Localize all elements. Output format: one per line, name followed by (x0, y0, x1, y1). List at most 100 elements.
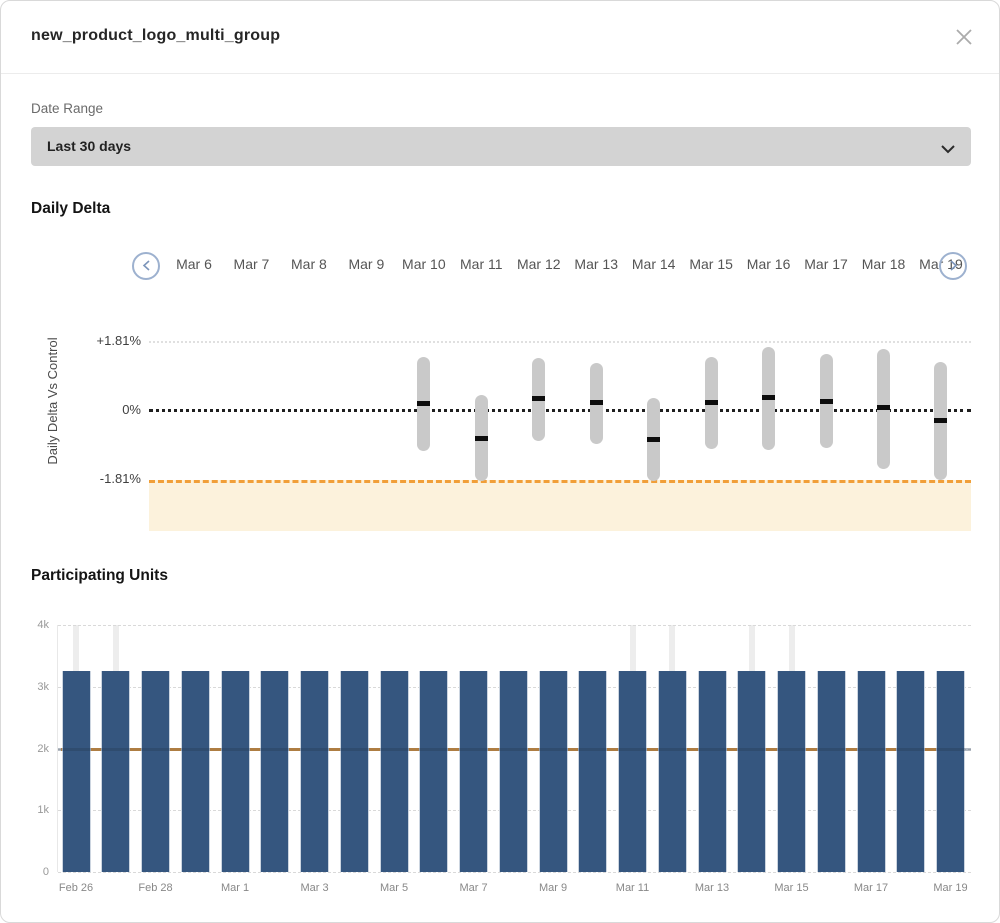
nav-date[interactable]: Mar 11 (460, 256, 503, 272)
nav-date[interactable]: Mar 16 (746, 256, 791, 272)
units-x-tick-label: Mar 15 (774, 882, 809, 894)
nav-date[interactable]: Mar 15 (689, 256, 733, 272)
delta-range-bar[interactable] (877, 348, 891, 469)
units-y-tick-label: 3k (37, 680, 49, 693)
daily-delta-heading: Daily Delta (31, 200, 111, 217)
nav-date[interactable]: Mar 8 (291, 256, 327, 272)
units-bar[interactable] (578, 671, 608, 872)
units-y-tick-label: 4k (37, 619, 49, 631)
date-range-selected-value: Last 30 days (47, 138, 132, 154)
delta-range-bar[interactable] (474, 394, 488, 481)
delta-median-marker (819, 398, 833, 404)
delta-median-marker (704, 399, 718, 405)
units-bar[interactable] (657, 671, 687, 872)
delta-range-bar[interactable] (762, 347, 776, 450)
units-bar[interactable] (737, 671, 767, 872)
close-button[interactable] (951, 25, 977, 51)
delta-threshold-band (149, 479, 971, 531)
close-icon (954, 28, 974, 50)
delta-median-marker (647, 437, 661, 443)
units-bar[interactable] (618, 671, 647, 872)
delta-median-marker (532, 395, 546, 401)
delta-range-bar[interactable] (647, 398, 661, 482)
delta-zero-line (149, 409, 971, 412)
date-range-label: Date Range (31, 101, 104, 116)
delta-y-tick-label: 0% (122, 402, 141, 417)
units-x-tick-label: Feb 28 (138, 882, 173, 894)
nav-date[interactable]: Mar 9 (348, 256, 385, 272)
units-bar[interactable] (936, 671, 965, 872)
delta-range-bar[interactable] (589, 362, 603, 445)
chevron-down-icon (941, 141, 955, 159)
units-x-tick-label: Mar 5 (379, 882, 409, 894)
delta-median-marker (762, 394, 776, 400)
units-x-tick-label: Mar 13 (694, 882, 730, 894)
units-bar[interactable] (856, 671, 886, 872)
units-y-tick-label: 2k (37, 742, 49, 755)
units-x-tick-label: Feb 26 (58, 882, 94, 894)
participating-units-heading: Participating Units (31, 567, 168, 584)
units-bar[interactable] (61, 671, 91, 872)
header-divider (1, 73, 999, 74)
units-bar[interactable] (180, 671, 210, 872)
units-bar[interactable] (498, 671, 528, 872)
units-x-tick-label: Mar 3 (300, 882, 329, 894)
nav-date[interactable]: Mar 7 (233, 256, 270, 272)
delta-median-marker (474, 435, 488, 441)
units-bar[interactable] (697, 671, 727, 872)
delta-median-marker (589, 399, 603, 405)
delta-range-bar[interactable] (934, 361, 948, 480)
units-bar[interactable] (260, 671, 290, 872)
units-bar[interactable] (220, 671, 250, 872)
nav-date[interactable]: Mar 17 (804, 256, 848, 272)
delta-median-marker (417, 400, 431, 406)
units-bar[interactable] (339, 671, 369, 872)
units-bar[interactable] (300, 671, 329, 872)
chevron-left-icon (142, 259, 151, 274)
delta-range-bar[interactable] (532, 358, 546, 441)
units-bar[interactable] (101, 671, 131, 872)
units-x-tick-label: Mar 1 (220, 882, 250, 894)
units-y-tick-label: 1k (37, 804, 49, 817)
units-x-tick-label: Mar 9 (538, 882, 568, 894)
control-line-overlay (58, 747, 971, 751)
units-x-tick-label: Mar 11 (615, 882, 650, 894)
date-nav-next-button[interactable] (939, 252, 967, 280)
modal-title: new_product_logo_multi_group (31, 27, 281, 44)
nav-date[interactable]: Mar 6 (176, 256, 212, 272)
delta-range-bar[interactable] (417, 357, 431, 451)
units-gridline (58, 625, 971, 626)
units-bar[interactable] (419, 671, 449, 872)
delta-median-marker (934, 418, 948, 424)
units-y-tick-label: 0 (42, 866, 49, 878)
units-x-tick-label: Mar 19 (933, 882, 968, 894)
units-bar[interactable] (896, 671, 926, 872)
units-bar[interactable] (816, 671, 846, 872)
date-nav-strip: Mar 6 Mar 7 Mar 8 Mar 9 Mar 10 Mar 11 Mar 12 Ma… (1, 251, 999, 281)
delta-median-marker (877, 405, 891, 411)
units-bar[interactable] (379, 671, 409, 872)
delta-range-bar[interactable] (704, 357, 718, 450)
chevron-right-icon (949, 259, 958, 274)
units-y-axis-line (57, 625, 58, 872)
nav-date[interactable]: Mar 18 (861, 256, 906, 272)
date-nav-prev-button[interactable] (132, 252, 160, 280)
units-bar[interactable] (538, 671, 568, 872)
delta-range-bar[interactable] (819, 353, 833, 449)
units-bar[interactable] (459, 671, 488, 872)
nav-date[interactable]: Mar 13 (574, 256, 618, 272)
nav-date[interactable]: Mar 14 (631, 256, 676, 272)
units-bar[interactable] (777, 671, 806, 872)
nav-date[interactable]: Mar 12 (516, 256, 561, 272)
daily-delta-chart: Daily Delta Vs Control +1.81% 0% -1.81% (1, 321, 999, 539)
delta-y-tick-label: -1.81% (99, 470, 141, 486)
participating-units-chart: 0 1k 2k 3k 4k Feb 26 Feb 28 Mar 1 Mar 3 Mar 5 Mar … (1, 611, 999, 921)
delta-upper-gridline (149, 341, 971, 344)
nav-date[interactable]: Mar 10 (402, 256, 446, 272)
units-bar[interactable] (141, 671, 170, 872)
date-range-dropdown[interactable]: Last 30 days (31, 127, 971, 166)
delta-y-tick-label: +1.81% (96, 333, 141, 349)
units-x-tick-label: Mar 7 (459, 882, 488, 894)
units-gridline (58, 872, 971, 873)
units-x-tick-label: Mar 17 (853, 882, 889, 894)
